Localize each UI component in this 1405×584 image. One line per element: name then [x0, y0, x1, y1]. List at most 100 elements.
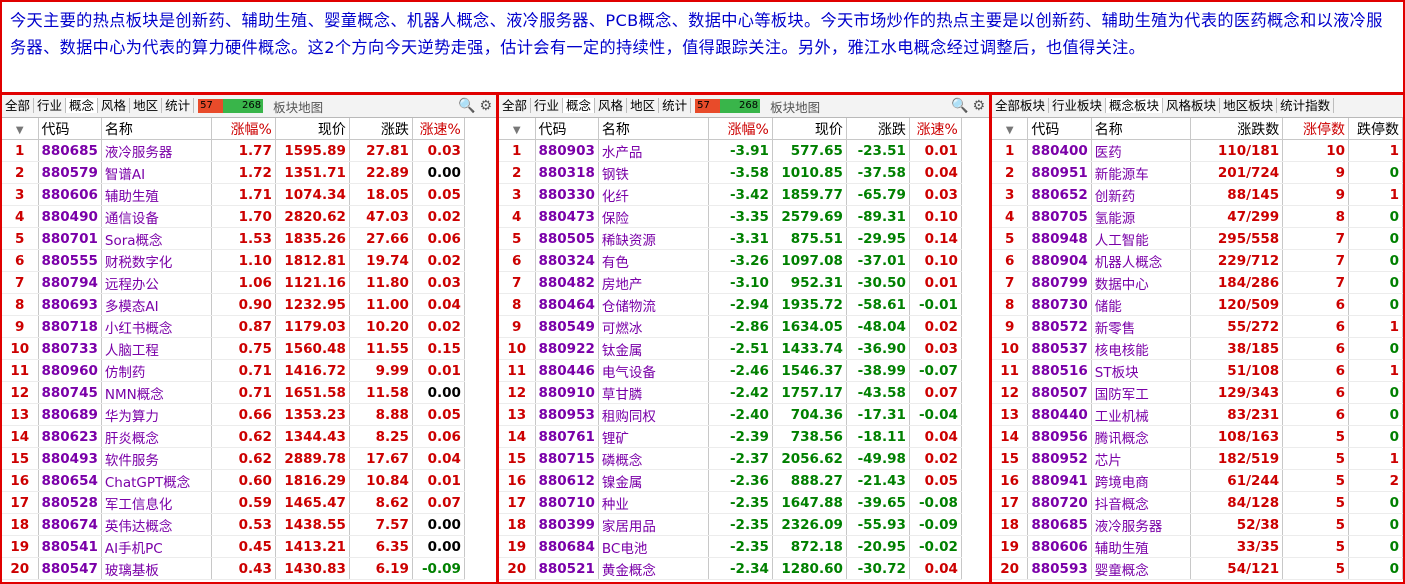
table-row[interactable]: 4 880473 保险 -3.35 2579.69 -89.31 0.10	[499, 205, 962, 228]
table-row[interactable]: 5 880701 Sora概念 1.53 1835.26 27.66 0.06	[2, 227, 465, 250]
table-row[interactable]: 1 880400 医药 110/181 10 1	[992, 139, 1403, 162]
table-row[interactable]: 12 880910 草甘膦 -2.42 1757.17 -43.58 0.07	[499, 381, 962, 404]
tab-1[interactable]: 行业	[34, 98, 67, 113]
table-row[interactable]: 16 880654 ChatGPT概念 0.60 1816.29 10.84 0.01	[2, 469, 465, 492]
tab-0[interactable]: 全部	[2, 98, 35, 113]
table-row[interactable]: 7 880482 房地产 -3.10 952.31 -30.50 0.01	[499, 271, 962, 294]
tab-0[interactable]: 全部板块	[992, 98, 1050, 113]
tab-2[interactable]: 概念	[563, 98, 596, 113]
search-icon[interactable]: 🔍	[458, 98, 476, 114]
tab-4[interactable]: 地区	[627, 98, 660, 113]
table-row[interactable]: 11 880446 电气设备 -2.46 1546.37 -38.99 -0.07	[499, 359, 962, 382]
column-header-2[interactable]: 名称	[101, 118, 212, 140]
table-row[interactable]: 2 880318 钢铁 -3.58 1010.85 -37.58 0.04	[499, 161, 962, 184]
table-row[interactable]: 20 880593 婴童概念 54/121 5 0	[992, 557, 1403, 580]
sector-map-link[interactable]: 板块地图	[273, 99, 324, 115]
table-row[interactable]: 14 880761 锂矿 -2.39 738.56 -18.11 0.04	[499, 425, 962, 448]
table-row[interactable]: 2 880951 新能源车 201/724 9 0	[992, 161, 1403, 184]
column-header-3[interactable]: 涨跌数	[1190, 118, 1284, 140]
table-row[interactable]: 14 880956 腾讯概念 108/163 5 0	[992, 425, 1403, 448]
table-row[interactable]: 17 880720 抖音概念 84/128 5 0	[992, 491, 1403, 514]
table-row[interactable]: 18 880685 液冷服务器 52/38 5 0	[992, 513, 1403, 536]
column-header-6[interactable]: 涨速%	[412, 118, 465, 140]
tab-2[interactable]: 概念板块	[1106, 98, 1164, 113]
table-row[interactable]: 16 880941 跨境电商 61/244 5 2	[992, 469, 1403, 492]
tab-3[interactable]: 风格	[98, 98, 131, 113]
column-header-6[interactable]: 涨速%	[909, 118, 962, 140]
tab-0[interactable]: 全部	[499, 98, 532, 113]
table-row[interactable]: 10 880537 核电核能 38/185 6 0	[992, 337, 1403, 360]
table-row[interactable]: 5 880948 人工智能 295/558 7 0	[992, 227, 1403, 250]
table-row[interactable]: 13 880953 租购同权 -2.40 704.36 -17.31 -0.04	[499, 403, 962, 426]
table-row[interactable]: 9 880718 小红书概念 0.87 1179.03 10.20 0.02	[2, 315, 465, 338]
gear-icon[interactable]: ⚙	[972, 98, 985, 114]
column-header-5[interactable]: 涨跌	[846, 118, 910, 140]
table-row[interactable]: 19 880541 AI手机PC 0.45 1413.21 6.35 0.00	[2, 535, 465, 558]
table-row[interactable]: 17 880710 种业 -2.35 1647.88 -39.65 -0.08	[499, 491, 962, 514]
tab-3[interactable]: 风格板块	[1163, 98, 1221, 113]
table-row[interactable]: 20 880521 黄金概念 -2.34 1280.60 -30.72 0.04	[499, 557, 962, 580]
table-row[interactable]: 4 880490 通信设备 1.70 2820.62 47.03 0.02	[2, 205, 465, 228]
table-row[interactable]: 16 880612 镍金属 -2.36 888.27 -21.43 0.05	[499, 469, 962, 492]
table-row[interactable]: 6 880555 财税数字化 1.10 1812.81 19.74 0.02	[2, 249, 465, 272]
table-row[interactable]: 8 880693 多模态AI 0.90 1232.95 11.00 0.04	[2, 293, 465, 316]
table-row[interactable]: 6 880324 有色 -3.26 1097.08 -37.01 0.10	[499, 249, 962, 272]
table-row[interactable]: 19 880684 BC电池 -2.35 872.18 -20.95 -0.02	[499, 535, 962, 558]
sector-map-link[interactable]: 板块地图	[770, 99, 821, 115]
table-row[interactable]: 7 880794 远程办公 1.06 1121.16 11.80 0.03	[2, 271, 465, 294]
column-header-5[interactable]: 跌停数	[1348, 118, 1403, 140]
column-header-5[interactable]: 涨跌	[349, 118, 413, 140]
column-header-4[interactable]: 现价	[275, 118, 350, 140]
column-header-3[interactable]: 涨幅%	[211, 118, 276, 140]
tab-2[interactable]: 概念	[66, 98, 99, 113]
column-header-0[interactable]: ▼	[992, 118, 1029, 140]
gear-icon[interactable]: ⚙	[479, 98, 492, 114]
table-row[interactable]: 3 880652 创新药 88/145 9 1	[992, 183, 1403, 206]
table-row[interactable]: 11 880960 仿制药 0.71 1416.72 9.99 0.01	[2, 359, 465, 382]
table-row[interactable]: 3 880606 辅助生殖 1.71 1074.34 18.05 0.05	[2, 183, 465, 206]
tab-3[interactable]: 风格	[595, 98, 628, 113]
table-row[interactable]: 18 880674 英伟达概念 0.53 1438.55 7.57 0.00	[2, 513, 465, 536]
table-row[interactable]: 14 880623 肝炎概念 0.62 1344.43 8.25 0.06	[2, 425, 465, 448]
table-row[interactable]: 13 880440 工业机械 83/231 6 0	[992, 403, 1403, 426]
table-row[interactable]: 15 880493 软件服务 0.62 2889.78 17.67 0.04	[2, 447, 465, 470]
table-row[interactable]: 17 880528 军工信息化 0.59 1465.47 8.62 0.07	[2, 491, 465, 514]
table-row[interactable]: 19 880606 辅助生殖 33/35 5 0	[992, 535, 1403, 558]
table-row[interactable]: 11 880516 ST板块 51/108 6 1	[992, 359, 1403, 382]
table-row[interactable]: 15 880715 磷概念 -2.37 2056.62 -49.98 0.02	[499, 447, 962, 470]
column-header-1[interactable]: 代码	[535, 118, 599, 140]
table-row[interactable]: 1 880685 液冷服务器 1.77 1595.89 27.81 0.03	[2, 139, 465, 162]
table-row[interactable]: 12 880507 国防军工 129/343 6 0	[992, 381, 1403, 404]
table-row[interactable]: 10 880922 钛金属 -2.51 1433.74 -36.90 0.03	[499, 337, 962, 360]
table-row[interactable]: 9 880572 新零售 55/272 6 1	[992, 315, 1403, 338]
table-row[interactable]: 7 880799 数据中心 184/286 7 0	[992, 271, 1403, 294]
tab-4[interactable]: 地区	[130, 98, 163, 113]
table-row[interactable]: 6 880904 机器人概念 229/712 7 0	[992, 249, 1403, 272]
table-row[interactable]: 9 880549 可燃冰 -2.86 1634.05 -48.04 0.02	[499, 315, 962, 338]
table-row[interactable]: 12 880745 NMN概念 0.71 1651.58 11.58 0.00	[2, 381, 465, 404]
table-row[interactable]: 8 880730 储能 120/509 6 0	[992, 293, 1403, 316]
tab-1[interactable]: 行业板块	[1049, 98, 1107, 113]
table-row[interactable]: 5 880505 稀缺资源 -3.31 875.51 -29.95 0.14	[499, 227, 962, 250]
table-row[interactable]: 15 880952 芯片 182/519 5 1	[992, 447, 1403, 470]
tab-1[interactable]: 行业	[531, 98, 564, 113]
table-row[interactable]: 18 880399 家居用品 -2.35 2326.09 -55.93 -0.09	[499, 513, 962, 536]
search-icon[interactable]: 🔍	[951, 98, 969, 114]
table-row[interactable]: 20 880547 玻璃基板 0.43 1430.83 6.19 -0.09	[2, 557, 465, 580]
column-header-0[interactable]: ▼	[2, 118, 39, 140]
column-header-1[interactable]: 代码	[38, 118, 102, 140]
column-header-4[interactable]: 涨停数	[1282, 118, 1350, 140]
tab-5[interactable]: 统计指数	[1277, 98, 1335, 113]
table-row[interactable]: 1 880903 水产品 -3.91 577.65 -23.51 0.01	[499, 139, 962, 162]
column-header-0[interactable]: ▼	[499, 118, 536, 140]
column-header-1[interactable]: 代码	[1027, 118, 1092, 140]
table-row[interactable]: 8 880464 仓储物流 -2.94 1935.72 -58.61 -0.01	[499, 293, 962, 316]
tab-5[interactable]: 统计	[659, 98, 692, 113]
column-header-2[interactable]: 名称	[1091, 118, 1192, 140]
table-row[interactable]: 3 880330 化纤 -3.42 1859.77 -65.79 0.03	[499, 183, 962, 206]
table-row[interactable]: 13 880689 华为算力 0.66 1353.23 8.88 0.05	[2, 403, 465, 426]
column-header-3[interactable]: 涨幅%	[708, 118, 773, 140]
tab-5[interactable]: 统计	[162, 98, 195, 113]
table-row[interactable]: 2 880579 智谱AI 1.72 1351.71 22.89 0.00	[2, 161, 465, 184]
table-row[interactable]: 4 880705 氢能源 47/299 8 0	[992, 205, 1403, 228]
